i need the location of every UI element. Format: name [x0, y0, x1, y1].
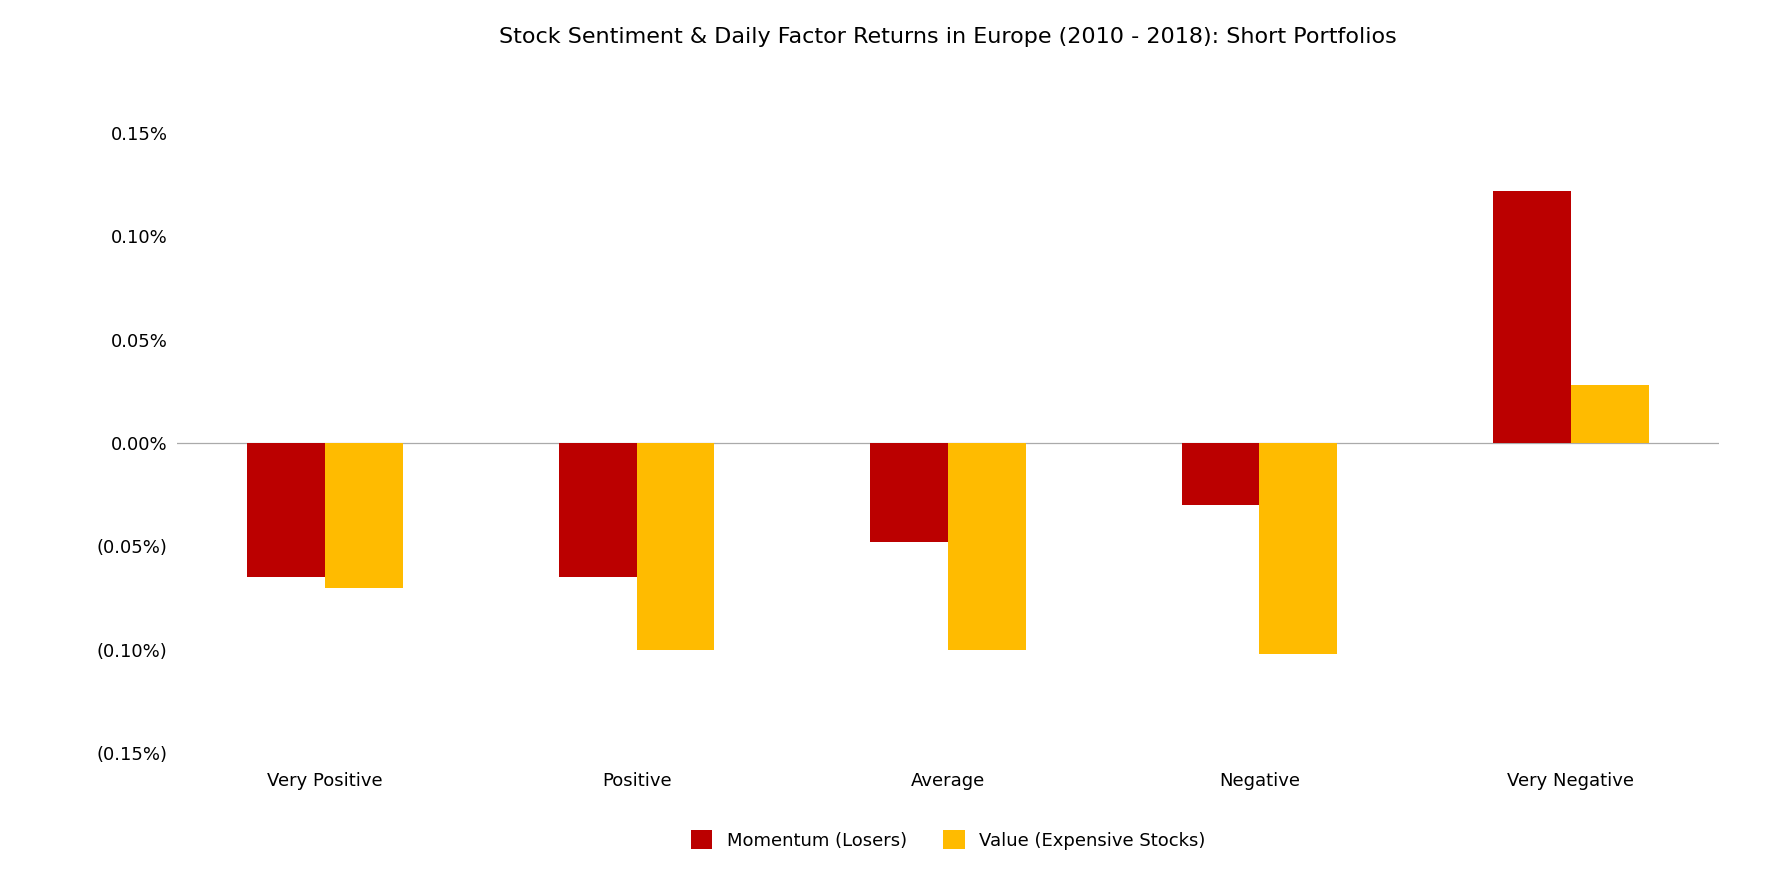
Title: Stock Sentiment & Daily Factor Returns in Europe (2010 - 2018): Short Portfolios: Stock Sentiment & Daily Factor Returns i… [500, 27, 1396, 47]
Bar [1572, 385, 1648, 443]
Bar [870, 443, 948, 542]
Bar [558, 443, 636, 578]
Bar [1494, 190, 1572, 443]
Bar [1260, 443, 1338, 654]
Legend: Momentum (Losers), Value (Expensive Stocks): Momentum (Losers), Value (Expensive Stoc… [691, 830, 1205, 850]
Bar [1182, 443, 1260, 505]
Bar [948, 443, 1026, 649]
Bar [324, 443, 402, 587]
Bar [636, 443, 714, 649]
Bar [248, 443, 324, 578]
